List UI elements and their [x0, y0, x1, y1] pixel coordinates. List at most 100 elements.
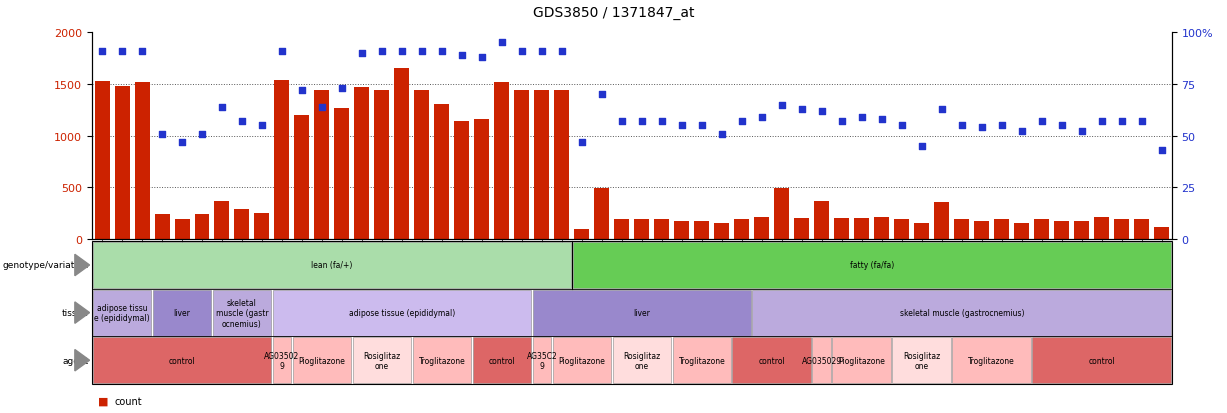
- Text: control: control: [488, 356, 515, 365]
- Text: count: count: [114, 396, 142, 406]
- Bar: [415, 91, 429, 240]
- Text: Troglitazone: Troglitazone: [679, 356, 725, 365]
- Text: lean (fa/+): lean (fa/+): [312, 261, 352, 270]
- Text: Rosiglitaz
one: Rosiglitaz one: [363, 351, 400, 370]
- Text: AG03502
9: AG03502 9: [264, 351, 299, 370]
- Bar: [1075, 221, 1090, 240]
- Point: [232, 119, 252, 125]
- Point: [492, 40, 512, 47]
- Bar: [955, 219, 969, 240]
- Bar: [755, 218, 769, 240]
- Bar: [914, 223, 929, 240]
- Point: [133, 48, 152, 55]
- Text: skeletal
muscle (gastr
ocnemius): skeletal muscle (gastr ocnemius): [216, 298, 269, 328]
- Text: ■: ■: [98, 396, 109, 406]
- Point: [692, 123, 712, 129]
- Bar: [615, 219, 629, 240]
- Bar: [654, 219, 670, 240]
- Point: [533, 48, 552, 55]
- Bar: [275, 81, 290, 240]
- Point: [712, 131, 731, 138]
- Point: [1052, 123, 1071, 129]
- Point: [652, 119, 671, 125]
- Bar: [135, 83, 150, 240]
- Text: Rosiglitaz
one: Rosiglitaz one: [903, 351, 940, 370]
- Point: [632, 119, 652, 125]
- Point: [933, 106, 952, 113]
- Bar: [894, 219, 909, 240]
- Text: AG035029: AG035029: [801, 356, 842, 365]
- Point: [892, 123, 912, 129]
- Text: genotype/variation: genotype/variation: [2, 261, 88, 270]
- Bar: [355, 88, 369, 240]
- Point: [952, 123, 972, 129]
- Bar: [634, 219, 649, 240]
- Point: [972, 125, 991, 131]
- Point: [872, 116, 892, 123]
- Bar: [875, 218, 890, 240]
- Bar: [555, 91, 569, 240]
- Bar: [174, 219, 189, 240]
- Bar: [815, 202, 829, 240]
- Point: [1152, 147, 1172, 154]
- Bar: [454, 122, 470, 240]
- Point: [512, 48, 531, 55]
- Point: [1133, 119, 1152, 125]
- Bar: [694, 221, 709, 240]
- Text: Troglitazone: Troglitazone: [418, 356, 465, 365]
- Bar: [314, 91, 330, 240]
- Point: [612, 119, 632, 125]
- Point: [572, 139, 591, 146]
- Bar: [195, 215, 210, 240]
- Bar: [994, 219, 1010, 240]
- Point: [1092, 119, 1112, 125]
- Point: [112, 48, 131, 55]
- Point: [733, 119, 752, 125]
- Point: [393, 48, 412, 55]
- Bar: [535, 91, 550, 240]
- Bar: [934, 202, 950, 240]
- Point: [352, 50, 372, 57]
- Bar: [834, 219, 849, 240]
- Point: [912, 143, 931, 150]
- Text: liver: liver: [633, 309, 650, 317]
- Text: fatty (fa/fa): fatty (fa/fa): [850, 261, 894, 270]
- Bar: [434, 104, 449, 240]
- Bar: [1034, 219, 1049, 240]
- Point: [412, 48, 432, 55]
- Bar: [374, 91, 389, 240]
- Point: [372, 48, 391, 55]
- Point: [292, 88, 312, 94]
- Bar: [1054, 221, 1069, 240]
- Point: [852, 114, 871, 121]
- Point: [92, 48, 112, 55]
- Bar: [94, 82, 109, 240]
- Point: [793, 106, 812, 113]
- Point: [312, 104, 331, 111]
- Bar: [1155, 228, 1169, 240]
- Text: adipose tissu
e (epididymal): adipose tissu e (epididymal): [94, 303, 150, 323]
- Text: liver: liver: [173, 309, 190, 317]
- Bar: [774, 189, 789, 240]
- Bar: [1134, 219, 1150, 240]
- Bar: [735, 219, 750, 240]
- Bar: [714, 223, 729, 240]
- Point: [772, 102, 791, 109]
- Bar: [594, 189, 610, 240]
- Text: control: control: [168, 356, 195, 365]
- Point: [432, 48, 452, 55]
- Point: [1032, 119, 1052, 125]
- Text: Troglitazone: Troglitazone: [968, 356, 1015, 365]
- Text: agent: agent: [63, 356, 88, 365]
- Point: [593, 92, 612, 98]
- Point: [552, 48, 572, 55]
- Point: [193, 131, 212, 138]
- Point: [752, 114, 772, 121]
- Bar: [294, 116, 309, 240]
- Text: Pioglitazone: Pioglitazone: [838, 356, 886, 365]
- Text: GDS3850 / 1371847_at: GDS3850 / 1371847_at: [533, 6, 694, 20]
- Bar: [854, 219, 870, 240]
- Bar: [974, 221, 989, 240]
- Bar: [215, 202, 229, 240]
- Point: [152, 131, 172, 138]
